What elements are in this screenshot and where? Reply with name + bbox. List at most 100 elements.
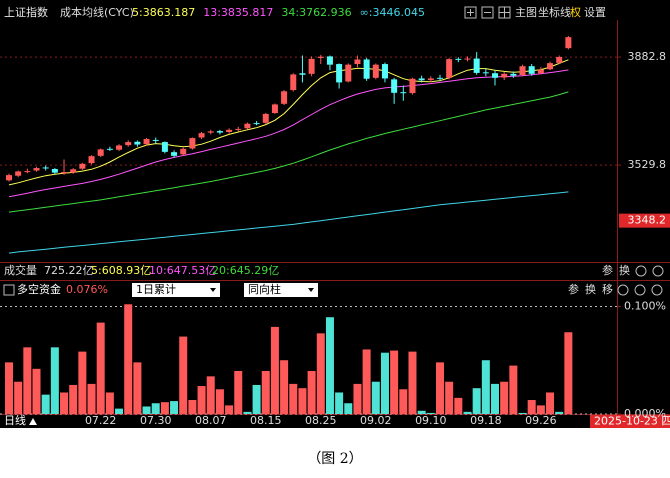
- bar: [5, 362, 13, 414]
- toolbar-button[interactable]: 设置: [584, 6, 606, 19]
- bar: [225, 405, 234, 414]
- candle-body: [116, 145, 123, 150]
- zoom-icon[interactable]: [617, 284, 629, 296]
- candle-body: [317, 56, 324, 58]
- candle-body: [24, 171, 31, 173]
- bar: [399, 389, 408, 414]
- dropdown-text: 同向柱: [248, 282, 281, 296]
- bar: [371, 381, 380, 414]
- bar: [527, 400, 536, 414]
- minus-icon[interactable]: [481, 6, 494, 19]
- bar: [454, 397, 463, 414]
- dropdown[interactable]: [244, 283, 318, 297]
- candle-body: [143, 139, 150, 145]
- bar: [325, 317, 334, 414]
- tool-button[interactable]: 参: [568, 282, 579, 296]
- bar: [252, 384, 261, 414]
- ma-line: [8, 191, 569, 254]
- candle-body: [134, 141, 141, 145]
- bar: [362, 349, 371, 414]
- bar: [270, 326, 279, 414]
- y-tick-label: 0.100%: [624, 299, 666, 312]
- candle-body: [510, 73, 517, 76]
- candle-body: [446, 59, 453, 78]
- ma-line: [8, 69, 569, 198]
- x-tick-label: 09.26: [525, 414, 557, 427]
- bar: [87, 383, 96, 414]
- bar: [426, 412, 435, 414]
- candle-body: [244, 123, 251, 129]
- bar: [23, 347, 32, 414]
- dropdown[interactable]: [132, 283, 220, 297]
- candle-body: [418, 78, 425, 81]
- zoom-icon[interactable]: [651, 284, 663, 296]
- indicator-value: 0.076%: [66, 283, 108, 296]
- candle-body: [262, 113, 269, 123]
- date-box: [590, 415, 670, 428]
- candle-body: [198, 133, 205, 138]
- candle-body: [290, 74, 297, 91]
- toolbar-button[interactable]: 主图: [515, 6, 537, 19]
- tool-button[interactable]: 参: [602, 263, 613, 277]
- candle-body: [400, 92, 407, 94]
- bar: [509, 365, 518, 414]
- candle-body: [152, 139, 159, 141]
- volume-value: 725.22亿: [44, 264, 94, 277]
- candle-body: [189, 138, 196, 149]
- bar: [316, 333, 325, 414]
- index-name: 上证指数: [4, 5, 48, 19]
- add-icon[interactable]: [464, 6, 477, 19]
- candle-body: [235, 128, 242, 130]
- bar: [491, 383, 500, 414]
- candle-body: [161, 142, 168, 152]
- volume-ma: 10:647.53亿: [149, 264, 216, 277]
- terminal: 上证指数 成本均线(CYC) 主图 坐标线 权 设置 成交量 725.22亿 5…: [0, 0, 670, 428]
- candle-body: [464, 58, 471, 60]
- toolbar-button[interactable]: 坐标线: [538, 5, 571, 19]
- bar: [555, 411, 564, 414]
- bar: [481, 360, 490, 414]
- candle-body: [33, 168, 40, 171]
- bar: [41, 394, 50, 414]
- toolbar-button[interactable]: 权: [570, 6, 581, 19]
- help-icon[interactable]: [3, 284, 15, 296]
- candle-body: [207, 131, 214, 133]
- candle-body: [537, 69, 544, 74]
- bar: [69, 384, 78, 414]
- cursor-date: 2025-10-23 四: [594, 415, 670, 428]
- candle-body: [501, 73, 508, 78]
- candle-body: [51, 168, 58, 173]
- window-icons[interactable]: [464, 6, 511, 19]
- y-tick-label: 0.000%: [624, 407, 666, 420]
- candle-body: [180, 148, 187, 155]
- candle-body: [381, 64, 388, 79]
- indicator-name: 成本均线(CYC): [60, 5, 134, 19]
- bar: [417, 410, 426, 414]
- bar: [344, 403, 353, 414]
- candle-body: [345, 64, 352, 82]
- candle-body: [455, 58, 462, 60]
- bar: [32, 368, 41, 414]
- tool-button[interactable]: 移: [602, 283, 613, 296]
- candle-body: [70, 169, 77, 173]
- candle-body: [253, 123, 260, 125]
- candle-body: [492, 73, 499, 78]
- bar: [472, 388, 481, 414]
- candle-body: [391, 79, 398, 93]
- zoom-icon[interactable]: [652, 265, 664, 277]
- tool-button[interactable]: 换: [585, 282, 596, 296]
- period[interactable]: 日线: [4, 413, 26, 427]
- bar: [115, 408, 124, 414]
- dropdown-text: 1日累计: [136, 283, 176, 296]
- price-marker-label: 3348.2: [628, 214, 667, 227]
- tool-button[interactable]: 换: [619, 263, 630, 277]
- candle-body: [125, 142, 132, 146]
- zoom-icon[interactable]: [635, 265, 647, 277]
- x-tick-label: 09.18: [470, 414, 502, 427]
- x-tick-label: 09.10: [415, 414, 447, 427]
- dropdown-arrow: [210, 288, 216, 292]
- bar: [160, 402, 169, 414]
- zoom-icon[interactable]: [634, 284, 646, 296]
- bar: [280, 360, 289, 414]
- candle-body: [354, 59, 361, 65]
